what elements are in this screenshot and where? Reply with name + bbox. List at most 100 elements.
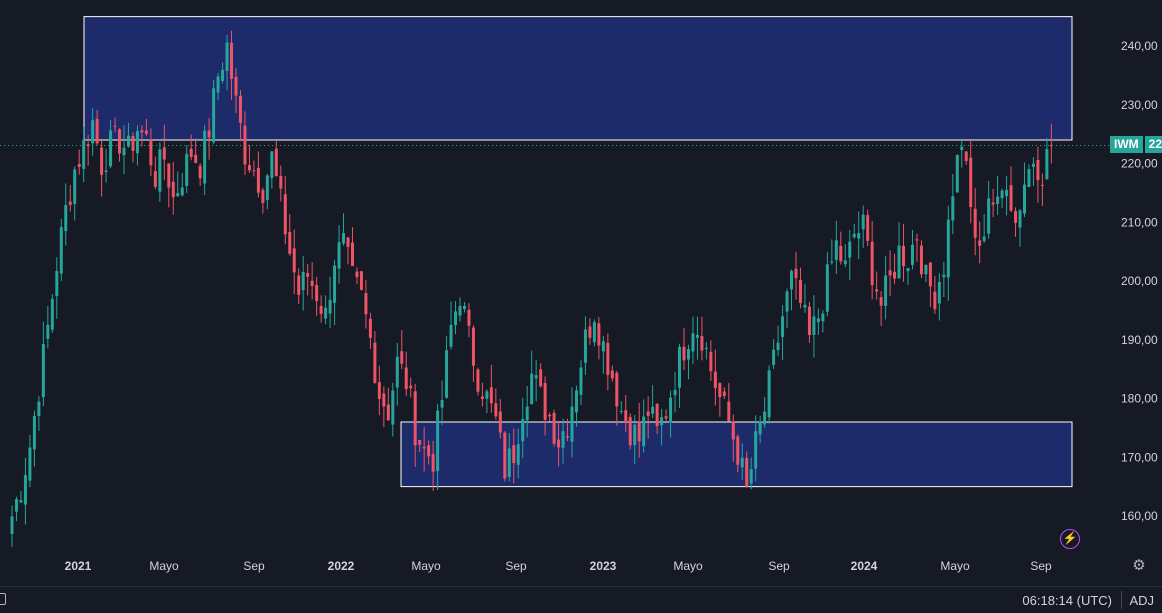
candle bbox=[987, 180, 991, 239]
zones-layer bbox=[83, 16, 1073, 488]
candle bbox=[171, 161, 175, 215]
symbol-label: IWM bbox=[1110, 136, 1143, 154]
candle bbox=[198, 163, 202, 186]
calendar-icon[interactable] bbox=[0, 593, 6, 605]
candle bbox=[534, 360, 538, 402]
candle bbox=[324, 295, 328, 325]
candle bbox=[570, 387, 574, 458]
y-tick-label: 190,00 bbox=[1121, 333, 1158, 347]
candle bbox=[978, 221, 982, 264]
candle bbox=[261, 187, 265, 214]
candle bbox=[118, 128, 122, 162]
candle bbox=[830, 239, 834, 265]
candle bbox=[301, 255, 305, 311]
candle bbox=[628, 413, 632, 450]
x-tick-label: Mayo bbox=[149, 559, 179, 573]
candle bbox=[857, 211, 861, 260]
candle bbox=[265, 173, 269, 210]
candle bbox=[73, 166, 77, 221]
x-tick-label: Sep bbox=[505, 559, 527, 573]
candle bbox=[131, 132, 135, 163]
candle bbox=[1005, 176, 1009, 216]
candle bbox=[709, 340, 713, 381]
candle bbox=[319, 295, 323, 323]
candle bbox=[852, 223, 856, 239]
candle bbox=[1027, 164, 1031, 188]
price-chart[interactable]: 240,00 230,00 220,00 210,00 200,00 190,00 180,… bbox=[0, 0, 1162, 586]
candle bbox=[37, 396, 41, 431]
candle bbox=[897, 222, 901, 279]
candle bbox=[655, 403, 659, 435]
candle bbox=[512, 428, 516, 484]
candle bbox=[552, 409, 556, 447]
candle bbox=[95, 109, 99, 146]
candle bbox=[422, 427, 426, 472]
candle bbox=[1031, 157, 1035, 186]
candle bbox=[203, 124, 207, 196]
candle bbox=[458, 297, 462, 322]
candle bbox=[342, 213, 346, 246]
candle bbox=[306, 264, 310, 296]
candle bbox=[391, 382, 395, 437]
candle bbox=[440, 380, 444, 426]
candle bbox=[910, 229, 914, 270]
candle bbox=[467, 303, 471, 338]
candle bbox=[722, 387, 726, 399]
candle bbox=[700, 316, 704, 361]
candle bbox=[41, 321, 45, 407]
candle bbox=[400, 330, 404, 370]
gear-icon[interactable]: ⚙ bbox=[1132, 557, 1146, 574]
candle bbox=[646, 396, 650, 439]
candle bbox=[637, 402, 641, 458]
candle bbox=[982, 214, 986, 244]
candle bbox=[991, 188, 995, 218]
y-tick-label: 170,00 bbox=[1121, 450, 1158, 464]
candle bbox=[283, 175, 287, 245]
candle bbox=[812, 295, 816, 358]
candle bbox=[745, 451, 749, 488]
candle bbox=[718, 382, 722, 417]
candle bbox=[821, 310, 825, 333]
candle bbox=[297, 268, 301, 304]
candle bbox=[933, 275, 937, 315]
candle bbox=[588, 318, 592, 345]
candle bbox=[19, 491, 23, 504]
candle bbox=[610, 365, 614, 382]
candle bbox=[597, 317, 601, 360]
candle bbox=[122, 124, 126, 175]
candle bbox=[212, 79, 216, 145]
clock-readout[interactable]: 06:18:14 (UTC) bbox=[1022, 593, 1112, 608]
candle bbox=[763, 397, 767, 428]
x-tick-label: 2021 bbox=[65, 559, 92, 573]
candle bbox=[494, 388, 498, 420]
candle bbox=[686, 344, 690, 380]
candle bbox=[1049, 123, 1053, 164]
y-axis[interactable]: 240,00 230,00 220,00 210,00 200,00 190,00 180,… bbox=[1121, 39, 1158, 523]
candle bbox=[32, 410, 36, 467]
adj-toggle[interactable]: ADJ bbox=[1129, 593, 1154, 608]
candle bbox=[678, 343, 682, 408]
y-tick-label: 220,00 bbox=[1121, 157, 1158, 171]
candle bbox=[888, 250, 892, 297]
candle bbox=[928, 261, 932, 308]
zone-rect[interactable] bbox=[83, 16, 1073, 141]
candle bbox=[100, 138, 104, 197]
x-axis[interactable]: 2021 Mayo Sep 2022 Mayo Sep 2023 Mayo Sep 2024 May… bbox=[65, 559, 1052, 573]
candle bbox=[539, 363, 543, 388]
bottom-toolbar: 06:18:14 (UTC) ADJ bbox=[0, 586, 1162, 613]
candle bbox=[234, 68, 238, 114]
candle bbox=[23, 457, 27, 525]
candle bbox=[368, 312, 372, 349]
candles-layer bbox=[10, 30, 1053, 547]
candle bbox=[82, 126, 86, 183]
flash-icon[interactable]: ⚡ bbox=[1060, 529, 1080, 549]
candle bbox=[288, 213, 292, 256]
candle bbox=[104, 148, 108, 183]
candle bbox=[50, 293, 54, 333]
candle bbox=[767, 365, 771, 424]
candle bbox=[113, 117, 117, 133]
x-tick-label: 2024 bbox=[851, 559, 878, 573]
candle bbox=[695, 316, 699, 360]
candle bbox=[498, 399, 502, 439]
candle bbox=[252, 160, 256, 177]
